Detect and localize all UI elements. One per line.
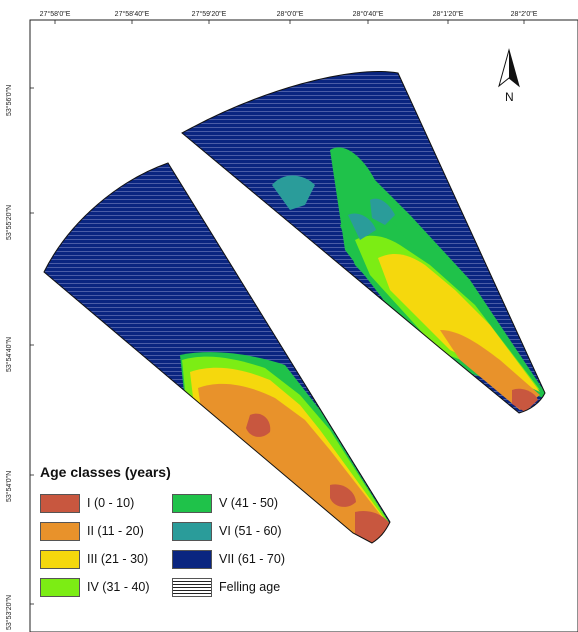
- legend-item: IV (31 - 40): [40, 577, 150, 597]
- lon-tick-label: 28°0'40"E: [352, 11, 384, 18]
- legend-label: V (41 - 50): [219, 496, 279, 510]
- legend-swatch: [40, 493, 80, 513]
- legend-label: IV (31 - 40): [87, 580, 150, 594]
- legend-swatch-pattern: [172, 577, 212, 597]
- legend-label: VI (51 - 60): [219, 524, 282, 538]
- legend-item: VII (61 - 70): [172, 549, 285, 569]
- legend-swatch: [172, 493, 212, 513]
- legend-label: III (21 - 30): [87, 552, 149, 566]
- legend-swatch: [40, 521, 80, 541]
- legend-title: Age classes (years): [40, 464, 171, 480]
- legend-item: V (41 - 50): [172, 493, 278, 513]
- legend-item: VI (51 - 60): [172, 521, 282, 541]
- legend-item: I (0 - 10): [40, 493, 134, 513]
- lon-tick-label: 28°1'20"E: [432, 11, 464, 18]
- map-frame: [29, 19, 578, 632]
- legend-label: Felling age: [219, 580, 281, 594]
- lon-tick-label: 28°0'0"E: [276, 11, 304, 18]
- legend-swatch: [40, 549, 80, 569]
- lon-tick-label: 27°58'0"E: [39, 11, 71, 18]
- north-arrow-icon: [498, 48, 520, 88]
- legend-label: I (0 - 10): [87, 496, 135, 510]
- lon-tick-label: 27°59'20"E: [191, 11, 227, 18]
- legend-label: II (11 - 20): [87, 524, 144, 538]
- north-label: N: [505, 90, 514, 104]
- legend-item: Felling age: [172, 577, 280, 597]
- legend-label: VII (61 - 70): [219, 552, 285, 566]
- legend-swatch: [172, 549, 212, 569]
- legend-swatch: [172, 521, 212, 541]
- frame-ticks: [30, 20, 525, 605]
- lon-tick-label: 28°2'0"E: [510, 11, 538, 18]
- legend-item: II (11 - 20): [40, 521, 144, 541]
- legend-item: III (21 - 30): [40, 549, 148, 569]
- lon-tick-label: 27°58'40"E: [114, 11, 150, 18]
- legend-swatch: [40, 577, 80, 597]
